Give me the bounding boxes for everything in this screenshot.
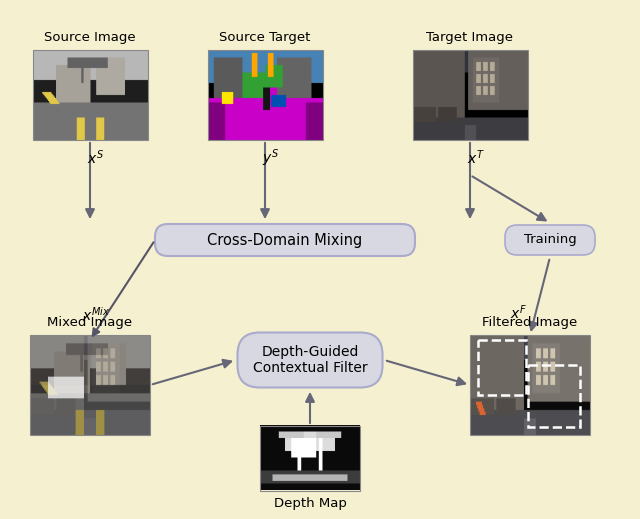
Bar bbox=[470, 335, 590, 435]
Bar bbox=[260, 426, 360, 490]
Text: Filtered Image: Filtered Image bbox=[483, 316, 578, 329]
Text: Mixed Image: Mixed Image bbox=[47, 316, 132, 329]
Bar bbox=[33, 50, 147, 140]
FancyBboxPatch shape bbox=[505, 225, 595, 255]
Text: Target Image: Target Image bbox=[426, 31, 513, 44]
Bar bbox=[207, 50, 323, 140]
Text: Training: Training bbox=[524, 234, 577, 247]
Bar bbox=[30, 335, 150, 435]
FancyBboxPatch shape bbox=[155, 224, 415, 256]
Text: $x^F$: $x^F$ bbox=[509, 304, 527, 322]
Bar bbox=[528, 365, 580, 427]
Text: Depth Map: Depth Map bbox=[273, 497, 346, 510]
Text: $x^S$: $x^S$ bbox=[88, 149, 104, 167]
Text: Cross-Domain Mixing: Cross-Domain Mixing bbox=[207, 233, 363, 248]
Text: Source Image: Source Image bbox=[44, 31, 136, 44]
Text: $x^T$: $x^T$ bbox=[467, 149, 485, 167]
Text: $y^S$: $y^S$ bbox=[262, 147, 280, 169]
Text: Depth-Guided
Contextual Filter: Depth-Guided Contextual Filter bbox=[253, 345, 367, 375]
Text: Source Target: Source Target bbox=[220, 31, 310, 44]
Bar bbox=[413, 50, 527, 140]
Bar bbox=[478, 340, 526, 395]
FancyBboxPatch shape bbox=[237, 333, 383, 388]
Text: $x^{Mix}$: $x^{Mix}$ bbox=[82, 306, 110, 324]
